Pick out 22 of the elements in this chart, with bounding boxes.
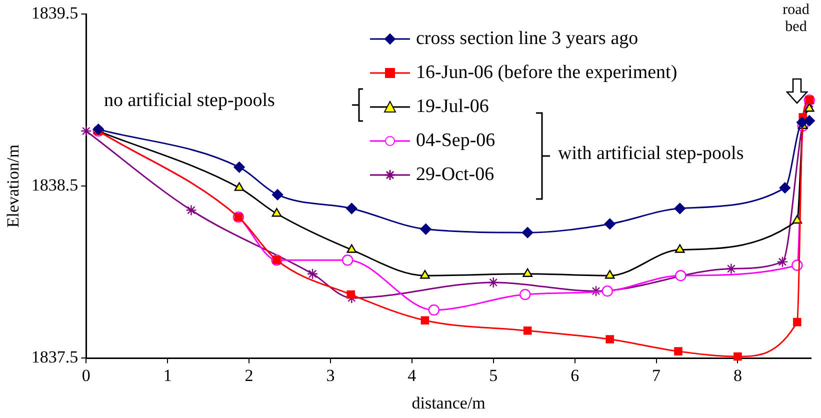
legend-label: 04-Sep-06 [416, 130, 496, 152]
y-tick-label: 1837.5 [31, 348, 78, 367]
x-tick-label: 3 [326, 366, 335, 385]
legend-label: 29-Oct-06 [416, 164, 494, 186]
y-axis-title: Elevation/m [4, 144, 23, 228]
y-tick-label: 1839.5 [31, 3, 78, 22]
annotation: road bed [782, 2, 810, 36]
x-tick-label: 5 [489, 366, 498, 385]
legend-label: 19-Jul-06 [416, 96, 489, 118]
x-axis-title: distance/m [412, 393, 486, 412]
x-tick-label: 1 [163, 366, 172, 385]
legend-label: 16-Jun-06 (before the experiment) [416, 62, 678, 84]
x-tick-label: 8 [733, 366, 742, 385]
x-tick-label: 0 [82, 366, 90, 385]
y-tick-label: 1838.5 [31, 176, 78, 195]
x-tick-label: 2 [244, 366, 254, 385]
legend-label: cross section line 3 years ago [416, 28, 638, 50]
annotation: with artificial step-pools [558, 143, 744, 165]
x-tick-label: 6 [570, 366, 580, 385]
annotation: no artificial step-pools [104, 90, 275, 112]
x-tick-label: 7 [652, 366, 662, 385]
x-tick-label: 4 [408, 366, 417, 385]
